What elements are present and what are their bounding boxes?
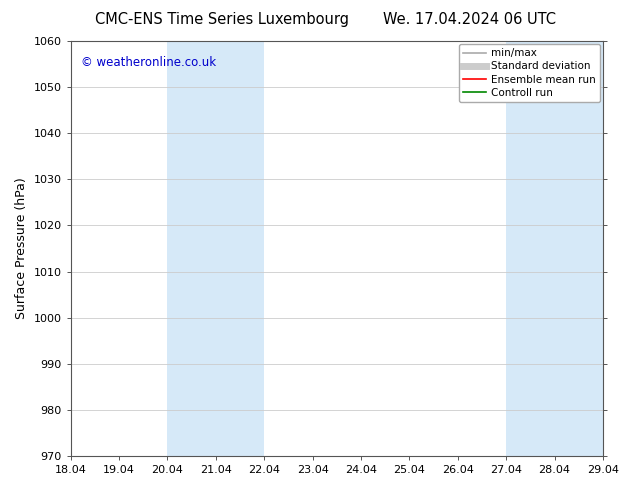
Bar (167, 41, 264, 456)
Y-axis label: Surface Pressure (hPa): Surface Pressure (hPa) (15, 178, 28, 319)
Bar (506, 41, 603, 456)
Legend: min/max, Standard deviation, Ensemble mean run, Controll run: min/max, Standard deviation, Ensemble me… (458, 44, 600, 102)
Text: CMC-ENS Time Series Luxembourg: CMC-ENS Time Series Luxembourg (95, 12, 349, 27)
Text: © weatheronline.co.uk: © weatheronline.co.uk (81, 55, 216, 69)
Text: We. 17.04.2024 06 UTC: We. 17.04.2024 06 UTC (383, 12, 555, 27)
